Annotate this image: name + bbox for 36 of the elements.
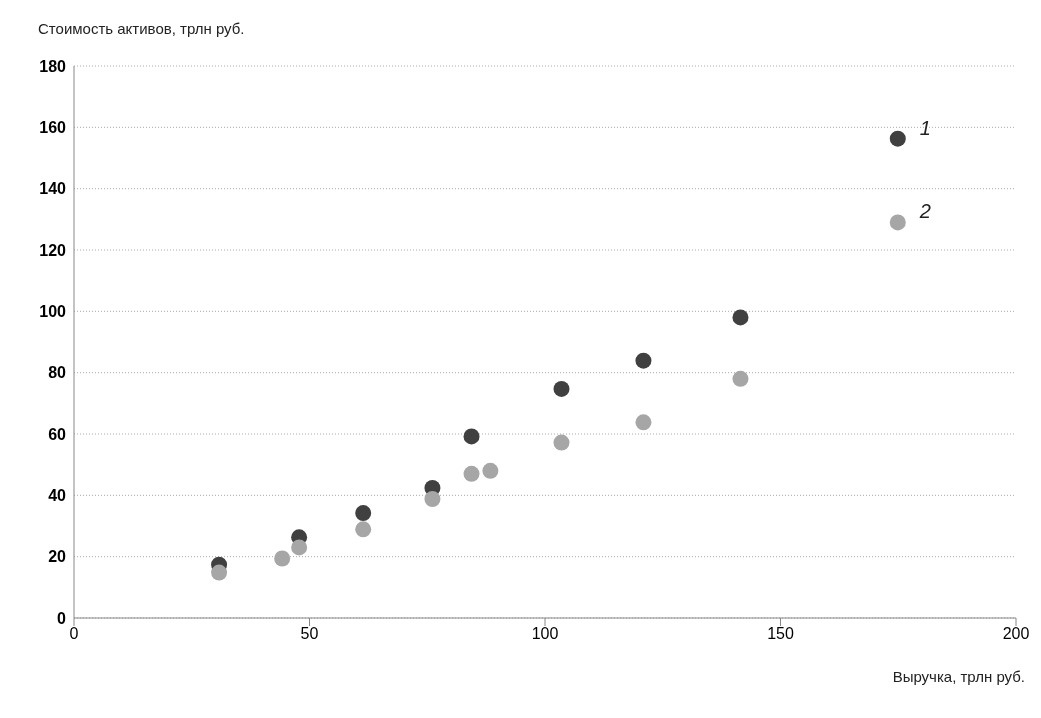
y-tick-label: 20	[48, 548, 67, 566]
point	[889, 214, 906, 231]
x-tick-label: 100	[531, 625, 559, 643]
point	[463, 465, 480, 482]
point	[553, 434, 570, 451]
y-tick-label: 0	[57, 609, 67, 627]
point	[355, 505, 372, 522]
x-tick-label: 0	[69, 625, 79, 643]
y-tick-label: 180	[39, 57, 67, 75]
x-tick-label: 50	[300, 625, 319, 643]
point	[291, 539, 308, 556]
point	[889, 130, 906, 147]
y-tick-label: 100	[39, 303, 67, 321]
point	[463, 428, 480, 445]
point	[635, 352, 652, 369]
point	[355, 521, 372, 538]
series-label: 2	[918, 200, 931, 223]
y-tick-label: 160	[39, 119, 67, 137]
y-tick-label: 60	[48, 425, 67, 443]
point	[553, 380, 570, 397]
series-label: 1	[919, 116, 931, 139]
point	[482, 462, 499, 479]
y-tick-label: 40	[48, 487, 67, 505]
y-tick-label: 120	[39, 241, 67, 259]
point	[732, 370, 749, 387]
point	[274, 550, 291, 567]
x-axis-title: Выручка, трлн руб.	[892, 668, 1025, 685]
y-tick-label: 80	[48, 364, 67, 382]
y-axis-title: Стоимость активов, трлн руб.	[38, 20, 245, 37]
point	[211, 564, 228, 581]
point	[424, 491, 441, 508]
point	[732, 309, 749, 326]
y-tick-label: 140	[39, 180, 67, 198]
x-tick-label: 150	[767, 625, 794, 643]
x-tick-label: 200	[1002, 625, 1030, 643]
point	[635, 414, 652, 431]
